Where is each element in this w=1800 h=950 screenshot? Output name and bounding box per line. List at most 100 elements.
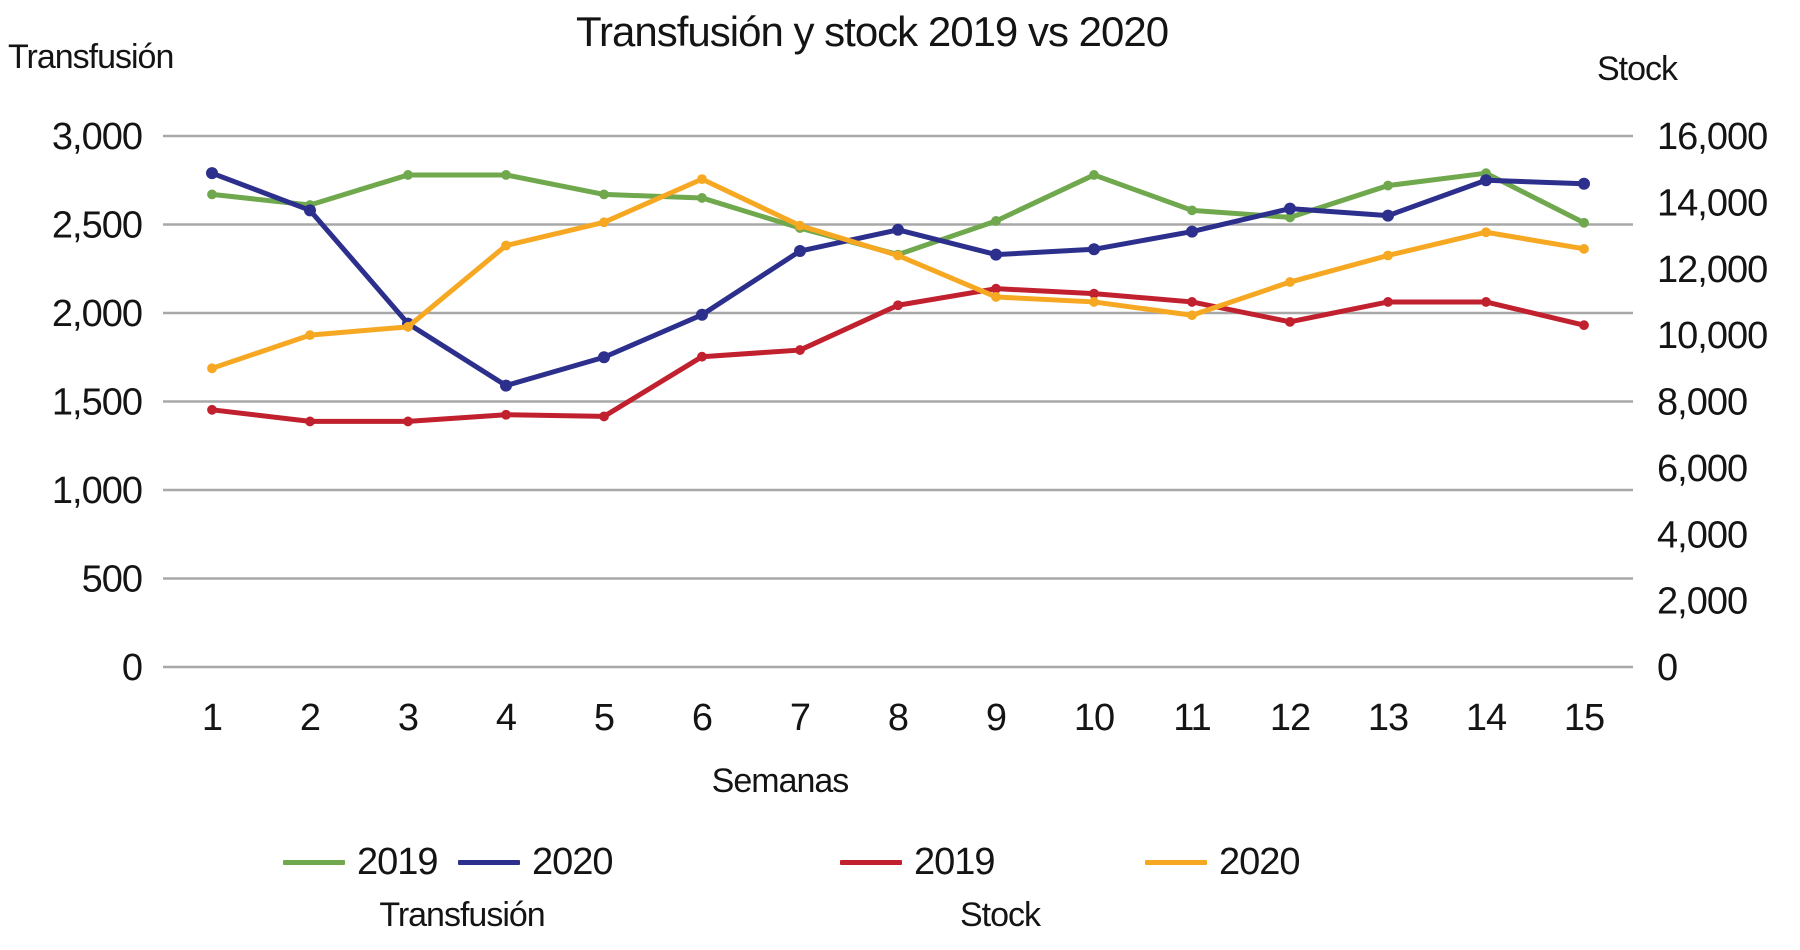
- right-axis-tick-label: 0: [1657, 647, 1677, 689]
- right-axis-tick-label: 10,000: [1657, 315, 1767, 357]
- x-axis-tick-label: 4: [496, 697, 517, 739]
- x-axis-tick-label: 10: [1074, 697, 1114, 739]
- legend-swatch-stock-2020-icon: [1145, 859, 1207, 865]
- data-point-transfusi-n-2020-week-9: [990, 248, 1002, 261]
- legend-item-stock-2020: 2020: [1145, 840, 1301, 884]
- left-axis-tick-label: 2,000: [52, 293, 142, 335]
- data-point-transfusi-n-2020-week-2: [304, 204, 316, 217]
- series-line-stock-2020: [209, 176, 1587, 371]
- data-point-stock-2020-week-5: [599, 217, 609, 228]
- x-axis-tick-label: 3: [398, 697, 418, 739]
- data-point-stock-2019-week-11: [1187, 297, 1197, 307]
- data-point-transfusi-n-2020-week-6: [696, 308, 708, 321]
- data-point-transfusi-n-2019-week-11: [1187, 205, 1197, 216]
- right-axis-tick-label: 12,000: [1657, 249, 1767, 291]
- data-point-stock-2019-week-13: [1383, 297, 1393, 307]
- legend-item-transfusion-2019: 2019: [283, 840, 439, 884]
- data-point-transfusi-n-2019-week-3: [403, 170, 413, 180]
- right-axis-tick-label: 2,000: [1657, 581, 1747, 623]
- right-axis-tick-label: 6,000: [1657, 448, 1747, 490]
- data-point-stock-2019-week-12: [1285, 316, 1295, 327]
- legend-item-stock-2019: 2019: [840, 840, 996, 884]
- legend-swatch-stock-2019-icon: [840, 859, 902, 865]
- data-point-transfusi-n-2019-week-9: [991, 216, 1001, 226]
- data-point-transfusi-n-2019-week-6: [697, 193, 707, 203]
- left-axis-tick-label: 2,500: [52, 205, 142, 247]
- left-axis-tick-label: 1,000: [52, 470, 142, 512]
- legend-swatch-transfusion-2019-icon: [283, 859, 345, 865]
- x-axis-tick-label: 12: [1270, 697, 1310, 739]
- data-point-transfusi-n-2020-week-15: [1578, 177, 1590, 190]
- x-axis-tick-label: 14: [1466, 697, 1507, 739]
- data-point-stock-2020-week-13: [1383, 250, 1393, 261]
- left-axis-tick-label: 3,000: [52, 116, 142, 158]
- legend-label-stock-2019: 2019: [914, 841, 996, 883]
- data-point-transfusi-n-2019-week-10: [1089, 170, 1099, 180]
- data-point-stock-2020-week-12: [1285, 277, 1295, 287]
- data-point-transfusi-n-2019-week-15: [1579, 217, 1589, 228]
- x-axis-tick-label: 15: [1564, 697, 1604, 739]
- right-axis-title: Stock: [1597, 50, 1678, 88]
- x-axis-tick-label: 7: [790, 697, 810, 739]
- data-point-stock-2019-week-1: [207, 404, 217, 415]
- legend-group-label-stock: Stock: [959, 896, 1041, 934]
- chart-title: Transfusión y stock 2019 vs 2020: [575, 8, 1169, 55]
- data-point-stock-2019-week-9: [991, 283, 1001, 294]
- data-point-stock-2019-week-2: [305, 416, 315, 427]
- data-point-transfusi-n-2019-week-12: [1285, 212, 1295, 223]
- data-point-transfusi-n-2020-week-13: [1382, 209, 1394, 222]
- series-line-transfusi-n-2020: [209, 170, 1587, 389]
- data-point-transfusi-n-2020-week-10: [1088, 243, 1100, 256]
- right-axis-tick-label: 16,000: [1657, 116, 1767, 158]
- x-axis-tick-label: 8: [888, 697, 908, 739]
- data-point-stock-2020-week-2: [305, 330, 315, 341]
- x-axis-tick-label: 9: [986, 697, 1006, 739]
- data-point-transfusi-n-2020-week-7: [794, 245, 806, 258]
- data-point-stock-2020-week-8: [893, 250, 903, 261]
- data-point-transfusi-n-2019-week-4: [501, 170, 511, 180]
- legend-label-transfusion-2019: 2019: [357, 841, 439, 883]
- data-point-stock-2020-week-15: [1579, 243, 1589, 254]
- data-point-transfusi-n-2020-week-8: [892, 223, 904, 236]
- data-point-stock-2019-week-3: [403, 416, 413, 427]
- data-point-stock-2020-week-9: [991, 292, 1001, 302]
- data-point-stock-2020-week-14: [1481, 227, 1491, 238]
- right-axis-tick-label: 4,000: [1657, 514, 1747, 556]
- left-axis-tick-label: 0: [122, 647, 142, 689]
- data-point-stock-2019-week-8: [893, 300, 903, 311]
- legend-label-stock-2020: 2020: [1219, 841, 1301, 883]
- x-axis-tick-label: 13: [1368, 697, 1408, 739]
- data-point-stock-2019-week-7: [795, 345, 805, 355]
- x-axis-title: Semanas: [711, 762, 850, 800]
- right-axis-tick-label: 14,000: [1657, 182, 1767, 224]
- legend-item-transfusion-2020: 2020: [458, 840, 614, 884]
- data-point-stock-2019-week-4: [501, 409, 511, 420]
- right-axis-tick-label: 8,000: [1657, 382, 1747, 424]
- data-point-transfusi-n-2019-week-5: [599, 189, 609, 200]
- x-axis-tick-label: 11: [1173, 697, 1210, 739]
- data-point-transfusi-n-2020-week-4: [500, 379, 512, 392]
- legend-label-transfusion-2020: 2020: [532, 841, 614, 883]
- data-point-stock-2020-week-4: [501, 240, 511, 251]
- x-axis-tick-label: 6: [692, 697, 712, 739]
- data-point-stock-2020-week-1: [207, 363, 217, 374]
- legend-group-label-transfusion: Transfusión: [379, 896, 545, 934]
- data-point-transfusi-n-2019-week-13: [1383, 180, 1393, 191]
- left-axis-tick-label: 1,500: [52, 382, 142, 424]
- legend-swatch-transfusion-2020-icon: [458, 859, 520, 865]
- data-point-stock-2019-week-15: [1579, 320, 1589, 331]
- data-point-transfusi-n-2020-week-11: [1186, 225, 1198, 238]
- data-point-transfusi-n-2020-week-12: [1284, 202, 1296, 215]
- left-axis-title: Transfusión: [8, 38, 174, 76]
- data-point-transfusi-n-2020-week-1: [206, 167, 218, 180]
- data-point-transfusi-n-2019-week-1: [207, 189, 217, 200]
- data-point-stock-2019-week-10: [1089, 288, 1099, 299]
- data-point-transfusi-n-2020-week-5: [598, 351, 610, 364]
- x-axis-tick-label: 2: [300, 697, 320, 739]
- data-point-stock-2020-week-3: [403, 321, 413, 332]
- x-axis-tick-label: 1: [202, 697, 222, 739]
- data-point-stock-2019-week-5: [599, 411, 609, 422]
- data-point-stock-2020-week-10: [1089, 297, 1099, 307]
- data-point-stock-2019-week-14: [1481, 297, 1491, 307]
